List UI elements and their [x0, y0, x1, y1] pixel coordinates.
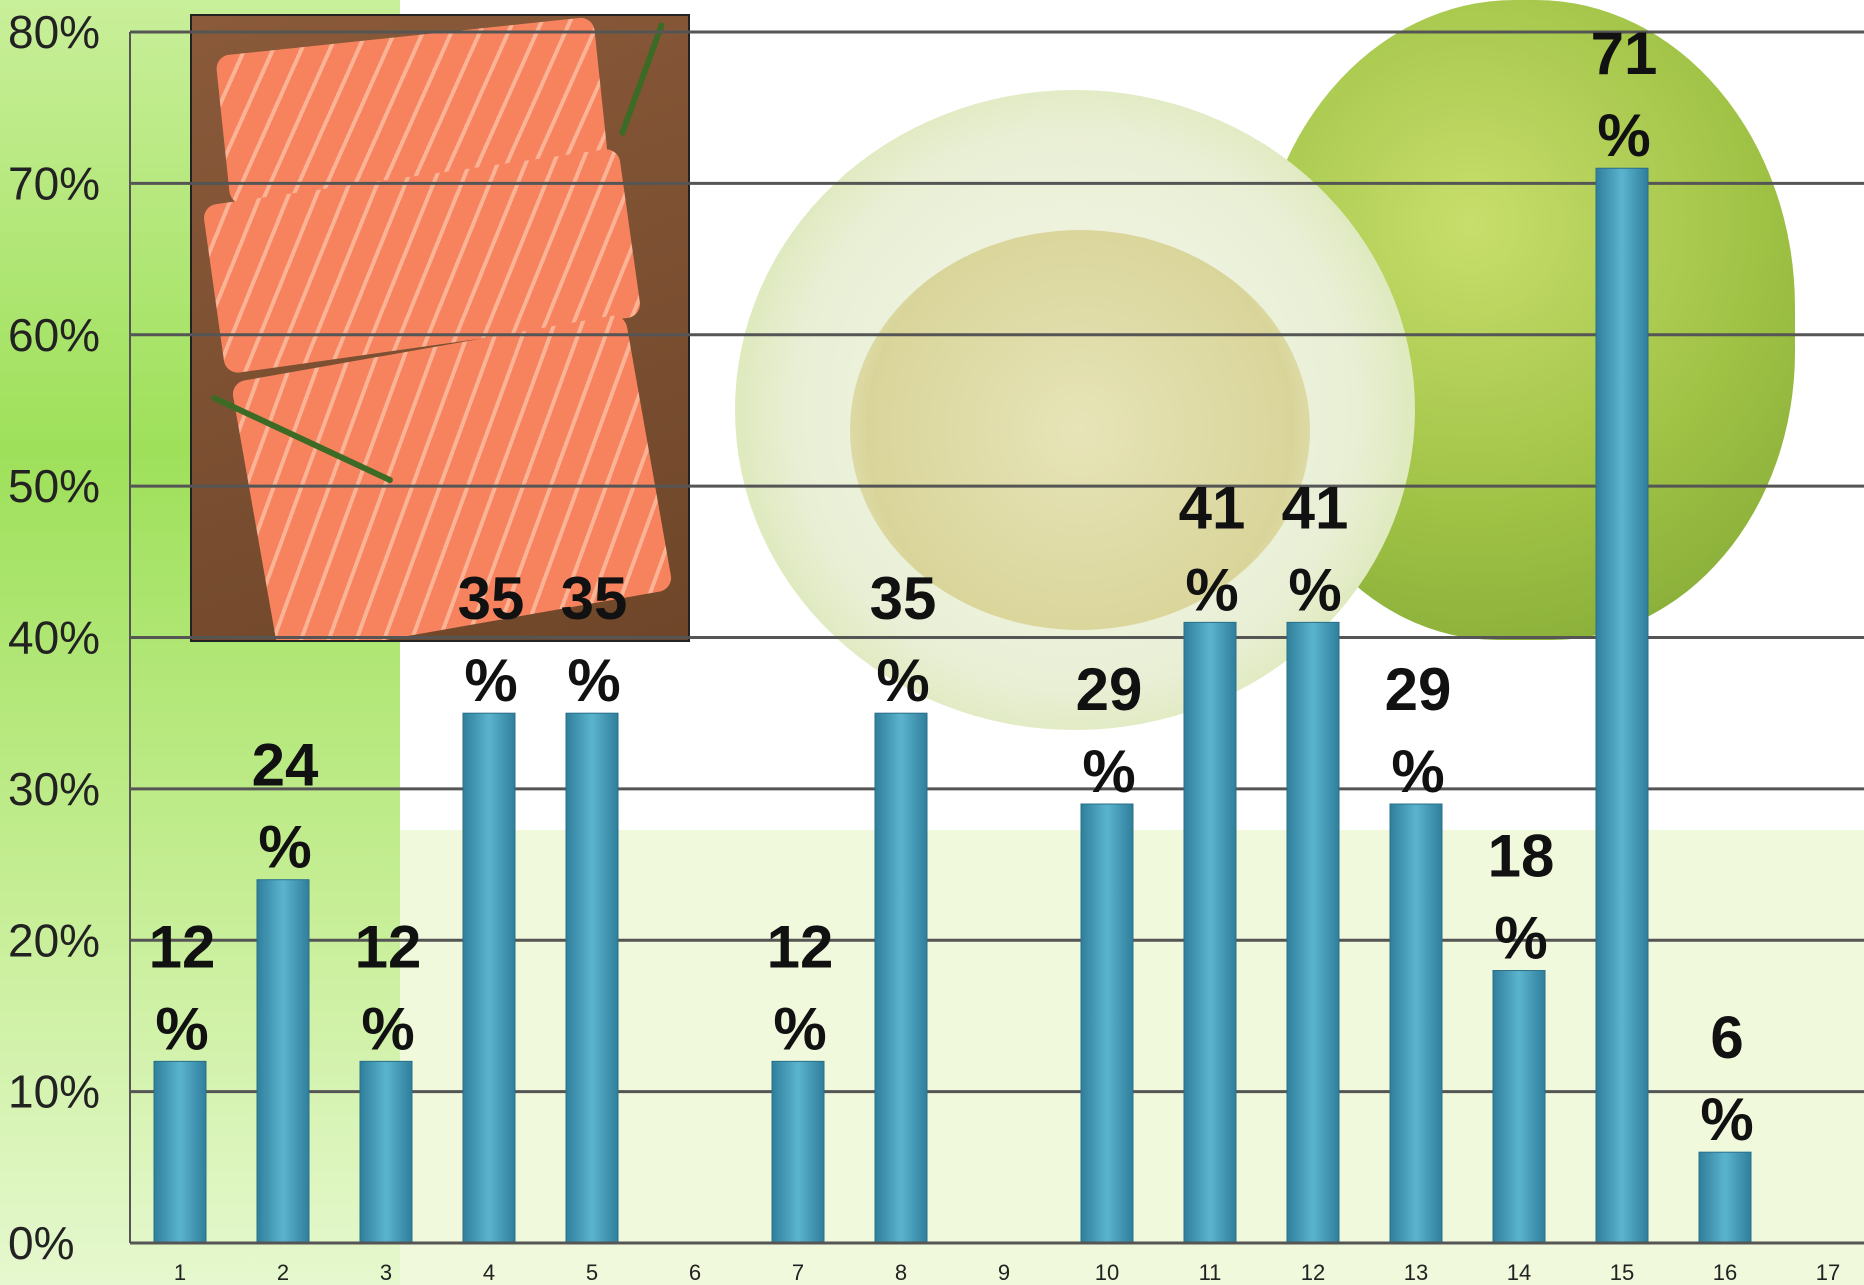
data-label-unit: %	[567, 647, 620, 714]
y-tick-label: 50%	[8, 460, 100, 512]
x-tick-label: 10	[1095, 1260, 1119, 1285]
data-label-unit: %	[1082, 738, 1135, 805]
y-tick-label: 60%	[8, 309, 100, 361]
x-tick-label: 15	[1610, 1260, 1634, 1285]
data-label-unit: %	[1185, 556, 1238, 623]
data-label-value: 18	[1488, 823, 1555, 890]
x-axis: 1 2 3 4 5 6 7 8 9 10 11 12 13 14 15 16 17	[130, 1241, 1864, 1285]
data-label-value: 41	[1179, 474, 1246, 541]
y-axis: 0% 10% 20% 30% 40% 50% 60% 70% 80%	[8, 6, 131, 1269]
y-tick-label: 30%	[8, 763, 100, 815]
data-label-unit: %	[1391, 738, 1444, 805]
y-tick-label: 40%	[8, 612, 100, 664]
data-label-unit: %	[155, 995, 208, 1062]
x-tick-label: 2	[277, 1260, 289, 1285]
pomelo-pulp-image	[850, 230, 1310, 630]
data-label-value: 29	[1076, 656, 1143, 723]
x-tick-label: 17	[1816, 1260, 1840, 1285]
bar	[1595, 167, 1649, 1244]
data-label-value: 6	[1710, 1004, 1743, 1071]
x-tick-label: 3	[380, 1260, 392, 1285]
data-label-value: 29	[1385, 656, 1452, 723]
x-tick-label: 16	[1713, 1260, 1737, 1285]
salmon-photo	[190, 14, 690, 642]
y-tick-label: 0%	[8, 1217, 74, 1269]
data-label-value: 41	[1282, 474, 1349, 541]
x-tick-label: 6	[689, 1260, 701, 1285]
bar	[771, 1060, 825, 1244]
bar	[256, 879, 310, 1244]
data-label-unit: %	[1700, 1086, 1753, 1153]
data-label-value: 12	[355, 913, 422, 980]
bar	[1389, 803, 1443, 1244]
x-tick-label: 14	[1507, 1260, 1531, 1285]
bar	[1492, 970, 1546, 1244]
bars	[153, 167, 1752, 1244]
data-label-value: 35	[458, 565, 525, 632]
x-tick-label: 5	[586, 1260, 598, 1285]
x-tick-label: 7	[792, 1260, 804, 1285]
bar	[462, 712, 516, 1244]
bar	[153, 1060, 207, 1244]
x-tick-label: 4	[483, 1260, 495, 1285]
data-label-value: 24	[252, 732, 319, 799]
bar	[565, 712, 619, 1244]
y-tick-label: 70%	[8, 157, 100, 209]
data-label-unit: %	[464, 647, 517, 714]
data-label-value: 35	[870, 565, 937, 632]
data-label-value: 12	[767, 913, 834, 980]
data-labels: 12% 24% 12% 35% 35% 12% 35% 29% 41% 41% 29% 18% 71% 6…	[149, 20, 1754, 1153]
data-label-value: 35	[561, 565, 628, 632]
y-tick-label: 10%	[8, 1066, 100, 1118]
bar	[874, 712, 928, 1244]
x-tick-label: 9	[998, 1260, 1010, 1285]
data-label-unit: %	[773, 995, 826, 1062]
data-label-unit: %	[1288, 556, 1341, 623]
bar	[1183, 621, 1237, 1244]
data-label-unit: %	[1494, 905, 1547, 972]
y-tick-label: 80%	[8, 6, 100, 58]
bar	[1286, 621, 1340, 1244]
data-label-unit: %	[1597, 102, 1650, 169]
y-tick-label: 20%	[8, 914, 100, 966]
data-label-unit: %	[361, 995, 414, 1062]
x-tick-label: 12	[1301, 1260, 1325, 1285]
bar	[1080, 803, 1134, 1244]
x-tick-label: 8	[895, 1260, 907, 1285]
bar	[359, 1060, 413, 1244]
data-label-value: 71	[1591, 20, 1658, 87]
data-label-unit: %	[258, 814, 311, 881]
data-label-value: 12	[149, 913, 216, 980]
bar	[1698, 1151, 1752, 1244]
x-tick-label: 1	[174, 1260, 186, 1285]
x-tick-label: 11	[1199, 1260, 1222, 1285]
data-label-unit: %	[876, 647, 929, 714]
x-tick-label: 13	[1404, 1260, 1428, 1285]
